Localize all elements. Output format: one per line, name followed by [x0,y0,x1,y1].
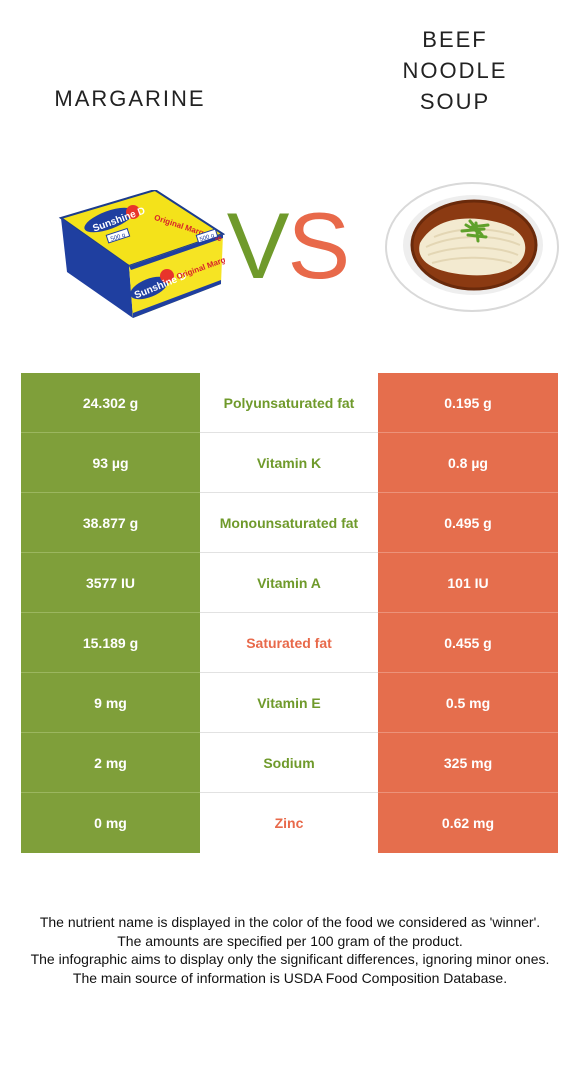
table-row: 24.302 g Polyunsaturated fat 0.195 g [21,373,558,433]
left-value-cell: 15.189 g [21,612,200,672]
nutrient-name-cell: Sodium [200,733,378,792]
table-row: 0 mg Zinc 0.62 mg [21,792,558,853]
footnote-differences: The infographic aims to display only the… [30,951,550,967]
weight-label-top: 500 g [110,233,126,243]
right-food-title: BEEF NOODLE SOUP [402,27,508,114]
table-row: 38.877 g Monounsaturated fat 0.495 g [21,492,558,553]
table-row: 93 µg Vitamin K 0.8 µg [21,432,558,493]
left-value-cell: 9 mg [21,672,200,732]
left-value-cell: 2 mg [21,732,200,792]
nutrient-name-cell: Zinc [200,793,378,853]
table-row: 3577 IU Vitamin A 101 IU [21,552,558,613]
right-value-cell: 0.62 mg [378,792,558,853]
nutrient-name-cell: Vitamin E [200,673,378,732]
left-value-cell: 0 mg [21,792,200,853]
table-row: 2 mg Sodium 325 mg [21,732,558,793]
left-food-title: MARGARINE [54,86,206,111]
nutrient-name-cell: Monounsaturated fat [200,493,378,552]
right-value-cell: 0.455 g [378,612,558,672]
weight-label-side: 500 g [199,233,215,243]
vs-s-letter: S [287,193,351,298]
right-value-cell: 0.495 g [378,492,558,552]
left-value-cell: 93 µg [21,432,200,492]
table-row: 15.189 g Saturated fat 0.455 g [21,612,558,673]
nutrient-name-cell: Vitamin K [200,433,378,492]
footnote-winner-color: The nutrient name is displayed in the co… [39,914,541,930]
right-value-cell: 0.5 mg [378,672,558,732]
table-row: 9 mg Vitamin E 0.5 mg [21,672,558,733]
right-value-cell: 0.195 g [378,373,558,432]
vs-v-letter: V [226,193,290,298]
left-value-cell: 38.877 g [21,492,200,552]
footnote-amounts: The amounts are specified per 100 gram o… [117,932,463,949]
vs-label: VS [225,196,350,296]
comparison-table: 24.302 g Polyunsaturated fat 0.195 g 93 µg V… [21,373,558,853]
nutrient-name-cell: Saturated fat [200,613,378,672]
footnotes: The nutrient name is displayed in the co… [20,913,560,987]
left-value-cell: 3577 IU [21,552,200,612]
margarine-image: Sunshine D Original Margarine 500 g 500 … [58,190,225,318]
right-value-cell: 101 IU [378,552,558,612]
left-value-cell: 24.302 g [21,373,200,432]
right-value-cell: 325 mg [378,732,558,792]
footnote-source: The main source of information is USDA F… [72,969,508,986]
right-value-cell: 0.8 µg [378,432,558,492]
beef-noodle-soup-image [385,182,559,312]
nutrient-name-cell: Polyunsaturated fat [200,373,378,432]
nutrient-name-cell: Vitamin A [200,553,378,612]
